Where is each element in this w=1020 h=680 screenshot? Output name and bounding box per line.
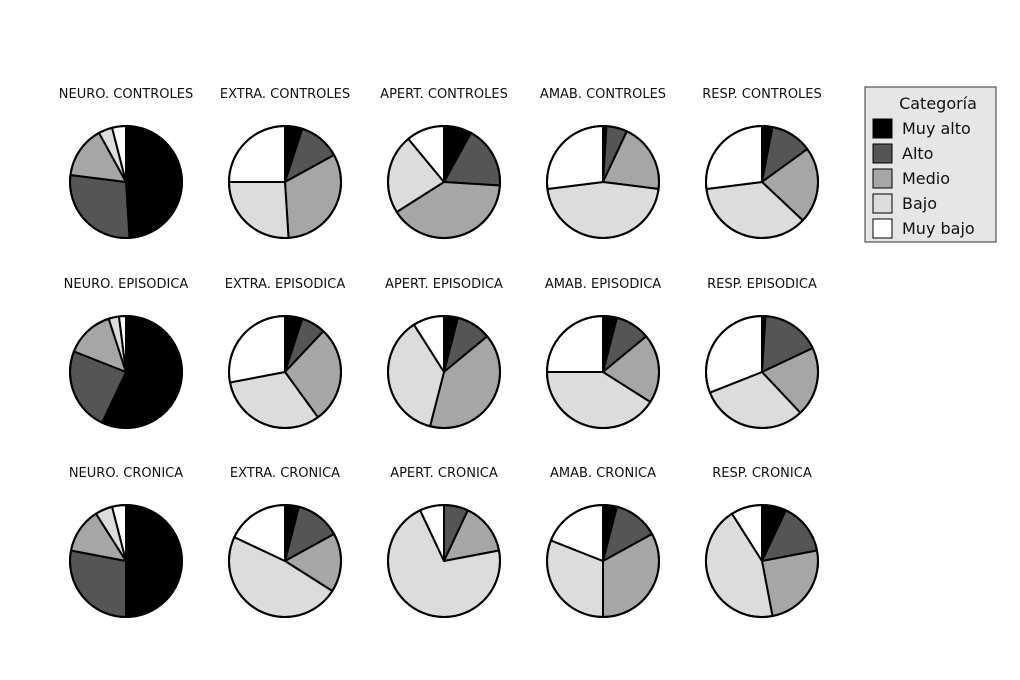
pie-outline xyxy=(705,315,819,429)
legend-label: Alto xyxy=(902,144,933,163)
pie-outline xyxy=(546,315,660,429)
pie-title: EXTRA. CRONICA xyxy=(230,466,340,481)
legend-frame xyxy=(864,86,997,243)
pie-apert-cronica: APERT. CRONICA xyxy=(387,466,501,618)
pie-outline xyxy=(705,504,819,618)
pie-slice-muy-alto xyxy=(125,504,183,618)
pie-apert-controles: APERT. CONTROLES xyxy=(380,87,508,239)
legend-label: Bajo xyxy=(902,194,937,213)
legend-swatch xyxy=(872,218,893,239)
pie-amab-episodica: AMAB. EPISODICA xyxy=(545,277,661,429)
pie-resp-episodica: RESP. EPISODICA xyxy=(705,277,819,429)
pie-extra-cronica: EXTRA. CRONICA xyxy=(228,466,342,618)
legend-item-alto: Alto xyxy=(872,143,933,164)
legend-label: Muy bajo xyxy=(902,219,975,238)
legend-swatch xyxy=(872,193,893,214)
legend-item-muy-alto: Muy alto xyxy=(872,118,971,139)
pie-slice-alto xyxy=(69,173,131,239)
pie-amab-controles: AMAB. CONTROLES xyxy=(540,87,666,239)
pie-outline xyxy=(228,315,342,429)
pie-amab-cronica: AMAB. CRONICA xyxy=(546,466,660,618)
pie-title: APERT. CRONICA xyxy=(390,466,498,481)
legend-swatch xyxy=(872,168,893,189)
pie-outline xyxy=(387,315,501,429)
legend-item-medio: Medio xyxy=(872,168,950,189)
pie-title: NEURO. CRONICA xyxy=(69,466,183,481)
pie-title: RESP. EPISODICA xyxy=(707,277,817,292)
pie-title: AMAB. EPISODICA xyxy=(545,277,661,292)
pie-title: AMAB. CONTROLES xyxy=(540,87,666,102)
legend-item-bajo: Bajo xyxy=(872,193,937,214)
pie-title: APERT. CONTROLES xyxy=(380,87,508,102)
pie-title: EXTRA. CONTROLES xyxy=(220,87,350,102)
pie-title: APERT. EPISODICA xyxy=(385,277,503,292)
legend-swatch xyxy=(872,143,893,164)
pie-outline xyxy=(387,125,501,239)
pie-neuro-controles: NEURO. CONTROLES xyxy=(59,87,193,239)
pie-neuro-episodica: NEURO. EPISODICA xyxy=(64,277,189,429)
pie-outline xyxy=(546,125,660,239)
pie-slice-bajo xyxy=(228,181,290,239)
pie-title: EXTRA. EPISODICA xyxy=(225,277,346,292)
pie-outline xyxy=(69,504,183,618)
pie-outline xyxy=(228,504,342,618)
pie-slice-muy-bajo xyxy=(705,125,763,191)
pie-title: AMAB. CRONICA xyxy=(550,466,656,481)
pie-slice-muy-bajo xyxy=(546,125,604,191)
legend-label: Muy alto xyxy=(902,119,971,138)
pie-outline xyxy=(69,315,183,429)
pie-resp-controles: RESP. CONTROLES xyxy=(702,87,822,239)
pie-extra-episodica: EXTRA. EPISODICA xyxy=(225,277,346,429)
pie-resp-cronica: RESP. CRONICA xyxy=(705,466,819,618)
pie-title: RESP. CONTROLES xyxy=(702,87,822,102)
pie-title: NEURO. CONTROLES xyxy=(59,87,193,102)
pie-outline xyxy=(705,125,819,239)
pie-slice-muy-bajo xyxy=(228,315,286,384)
pie-outline xyxy=(228,125,342,239)
pie-apert-episodica: APERT. EPISODICA xyxy=(385,277,503,429)
legend-swatch xyxy=(872,118,893,139)
pie-outline xyxy=(546,504,660,618)
legend-label: Medio xyxy=(902,169,950,188)
legend-title: Categoría xyxy=(899,94,977,113)
pie-slice-bajo xyxy=(546,181,660,239)
pie-title: NEURO. EPISODICA xyxy=(64,277,189,292)
pie-neuro-cronica: NEURO. CRONICA xyxy=(69,466,183,618)
pie-slice-muy-alto xyxy=(125,125,183,239)
pie-slice-alto xyxy=(69,549,127,618)
legend-items: Muy alto Alto Medio Bajo Muy bajo xyxy=(872,118,975,239)
pie-outline xyxy=(387,504,501,618)
pies-layer: NEURO. CONTROLES EXTRA. CONTROLES APERT. C… xyxy=(59,87,822,618)
pie-title: RESP. CRONICA xyxy=(712,466,812,481)
pie-outline xyxy=(69,125,183,239)
legend: Categoría Muy alto Alto Medio Bajo Muy bajo xyxy=(864,86,997,243)
pie-extra-controles: EXTRA. CONTROLES xyxy=(220,87,350,239)
legend-item-muy-bajo: Muy bajo xyxy=(872,218,975,239)
